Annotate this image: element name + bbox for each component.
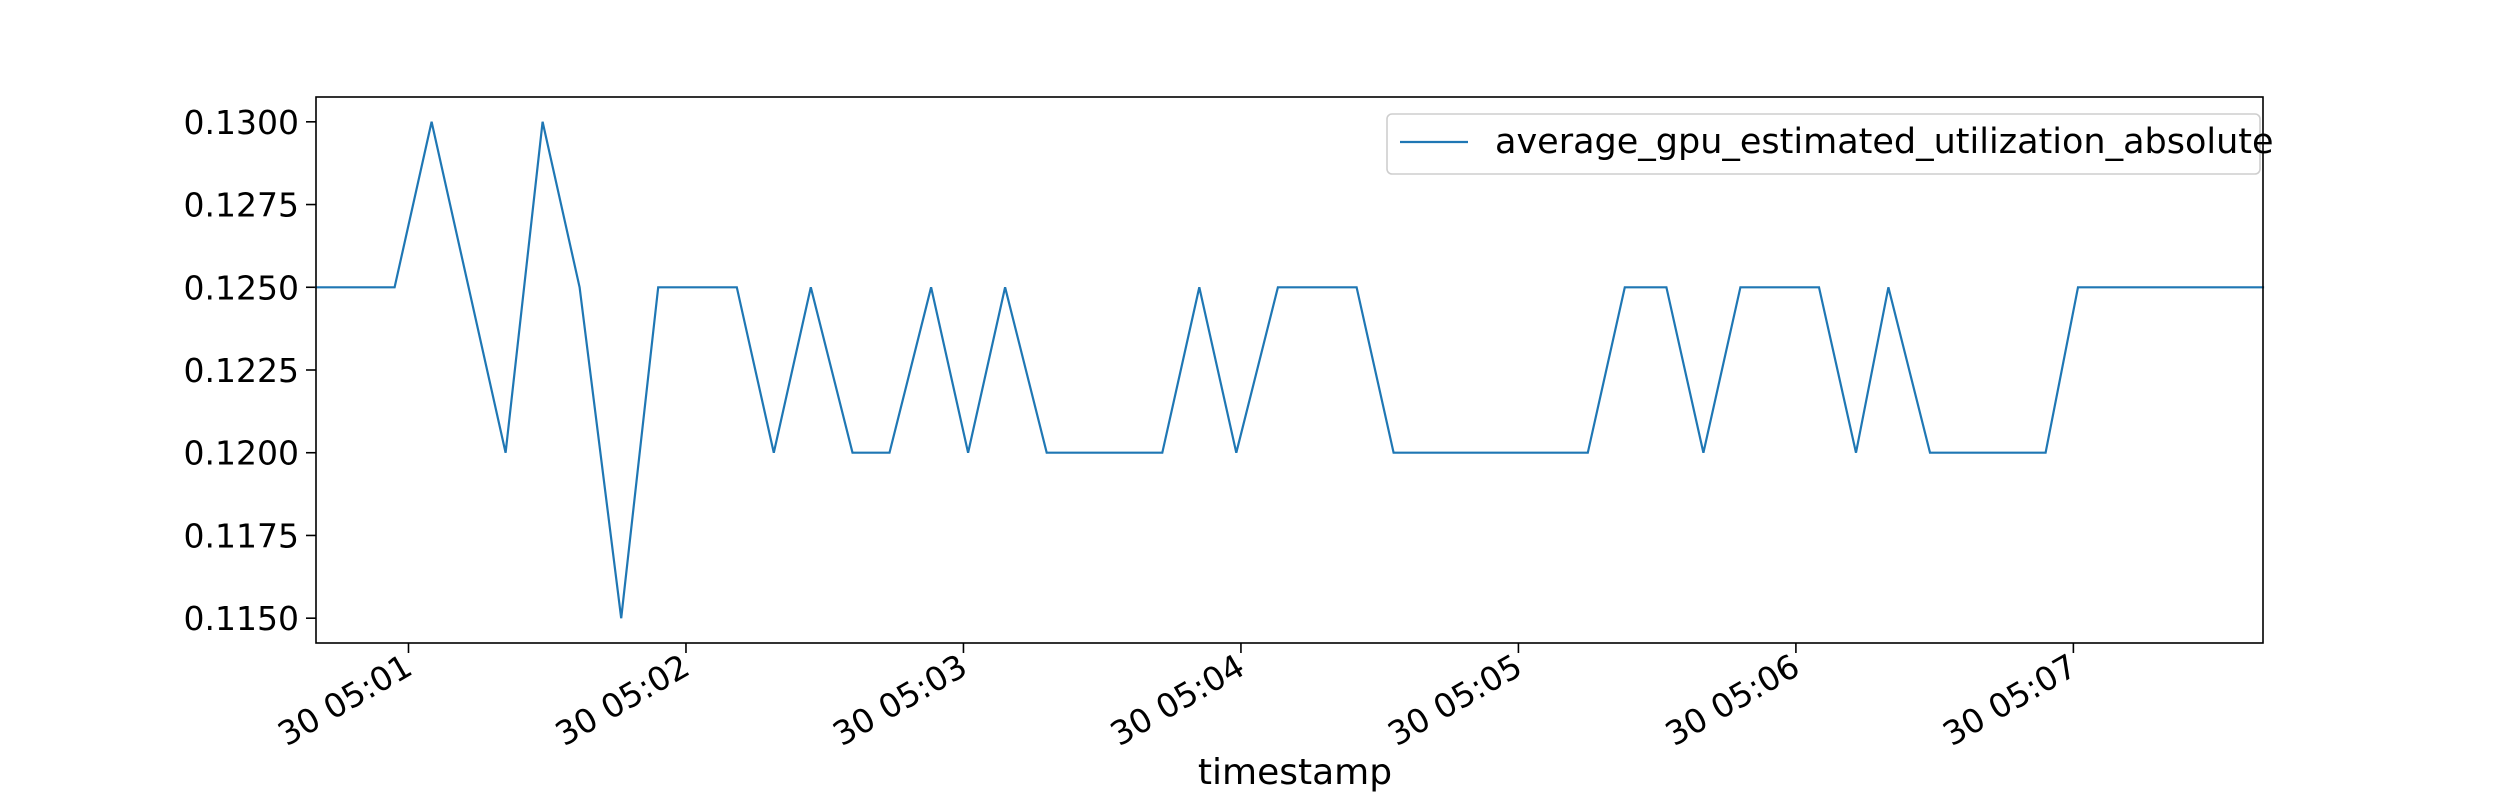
x-tick-label: 30 05:01 [271,646,418,754]
y-tick-label: 0.1200 [184,434,299,473]
legend-box [1386,113,2261,175]
y-tick-label: 0.1175 [184,516,299,555]
y-axis-ticks: 0.1150 0.1175 0.1200 0.1225 0.1250 0.1275 0.13… [184,103,316,638]
x-tick-label: 30 05:05 [1381,646,1528,754]
x-axis-title: timestamp [1198,752,1392,793]
x-tick-label: 30 05:03 [826,646,973,754]
plot-area [316,97,2263,643]
series-line-average-gpu-estimated-utilization-absolute [314,121,2265,619]
y-tick-label: 0.1250 [184,268,299,307]
y-tick-label: 0.1150 [184,599,299,638]
x-tick-label: 30 05:02 [549,646,696,754]
x-axis-ticks: 30 05:01 30 05:02 30 05:03 30 05:04 30 05:05… [271,643,2083,754]
y-tick-label: 0.1275 [184,186,299,225]
y-tick-label: 0.1225 [184,351,299,390]
legend-label: average_gpu_estimated_utilization_absolu… [1495,122,2274,162]
y-tick-label: 0.1300 [184,103,299,142]
x-tick-label: 30 05:04 [1104,646,1251,754]
x-tick-label: 30 05:06 [1659,646,1806,754]
legend: average_gpu_estimated_utilization_absolu… [1386,113,2274,175]
x-tick-label: 30 05:07 [1936,646,2083,754]
plot-frame [315,96,2264,644]
